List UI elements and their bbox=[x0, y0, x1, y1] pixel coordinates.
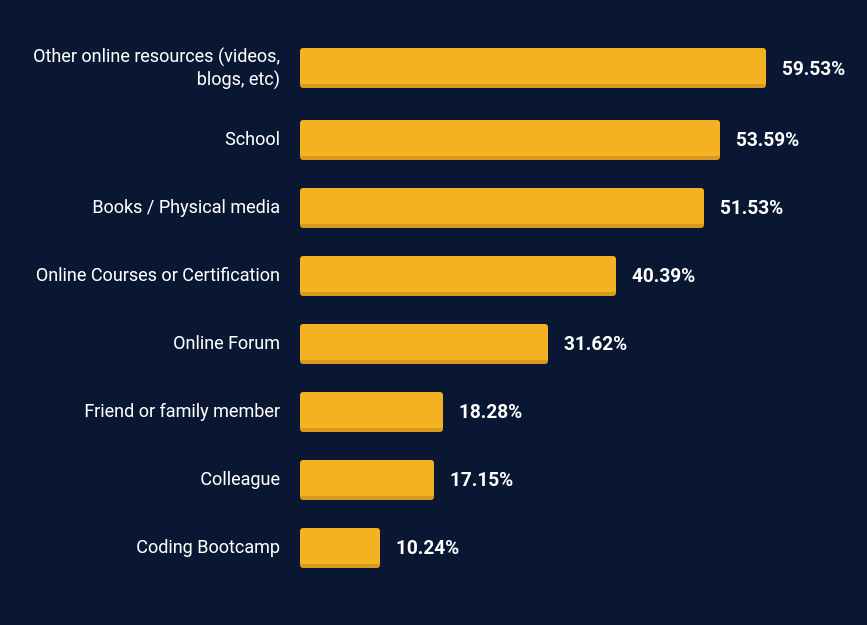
bar bbox=[300, 324, 548, 364]
bar-value: 17.15% bbox=[450, 468, 513, 491]
bar-value: 53.59% bbox=[736, 128, 799, 151]
bar-area: 40.39% bbox=[300, 256, 827, 296]
bar-label: Online Courses or Certification bbox=[20, 264, 300, 287]
bar bbox=[300, 256, 616, 296]
bar-label: Other online resources (videos, blogs, e… bbox=[20, 45, 300, 92]
bar-label: Colleague bbox=[20, 468, 300, 491]
bar-label: Friend or family member bbox=[20, 400, 300, 423]
bar-value: 59.53% bbox=[782, 57, 845, 80]
bar bbox=[300, 528, 380, 568]
bar-row: Colleague 17.15% bbox=[20, 460, 827, 500]
bar-value: 51.53% bbox=[720, 196, 783, 219]
bar bbox=[300, 188, 704, 228]
bar-row: Online Forum 31.62% bbox=[20, 324, 827, 364]
bar-area: 17.15% bbox=[300, 460, 827, 500]
bar bbox=[300, 392, 443, 432]
bar-area: 31.62% bbox=[300, 324, 827, 364]
bar-area: 59.53% bbox=[300, 48, 845, 88]
bar-area: 53.59% bbox=[300, 120, 827, 160]
bar bbox=[300, 460, 434, 500]
bar bbox=[300, 120, 720, 160]
bar-value: 18.28% bbox=[459, 400, 522, 423]
bar-row: Books / Physical media 51.53% bbox=[20, 188, 827, 228]
bar-value: 40.39% bbox=[632, 264, 695, 287]
bar-value: 31.62% bbox=[564, 332, 627, 355]
bar-row: School 53.59% bbox=[20, 120, 827, 160]
bar-label: Online Forum bbox=[20, 332, 300, 355]
bar-row: Other online resources (videos, blogs, e… bbox=[20, 45, 827, 92]
bar-area: 18.28% bbox=[300, 392, 827, 432]
bar-row: Coding Bootcamp 10.24% bbox=[20, 528, 827, 568]
bar-label: Coding Bootcamp bbox=[20, 536, 300, 559]
bar-label: Books / Physical media bbox=[20, 196, 300, 219]
bar-area: 51.53% bbox=[300, 188, 827, 228]
bar bbox=[300, 48, 766, 88]
learning-resources-bar-chart: Other online resources (videos, blogs, e… bbox=[20, 45, 827, 568]
bar-row: Friend or family member 18.28% bbox=[20, 392, 827, 432]
bar-area: 10.24% bbox=[300, 528, 827, 568]
bar-row: Online Courses or Certification 40.39% bbox=[20, 256, 827, 296]
bar-label: School bbox=[20, 128, 300, 151]
bar-value: 10.24% bbox=[396, 536, 459, 559]
